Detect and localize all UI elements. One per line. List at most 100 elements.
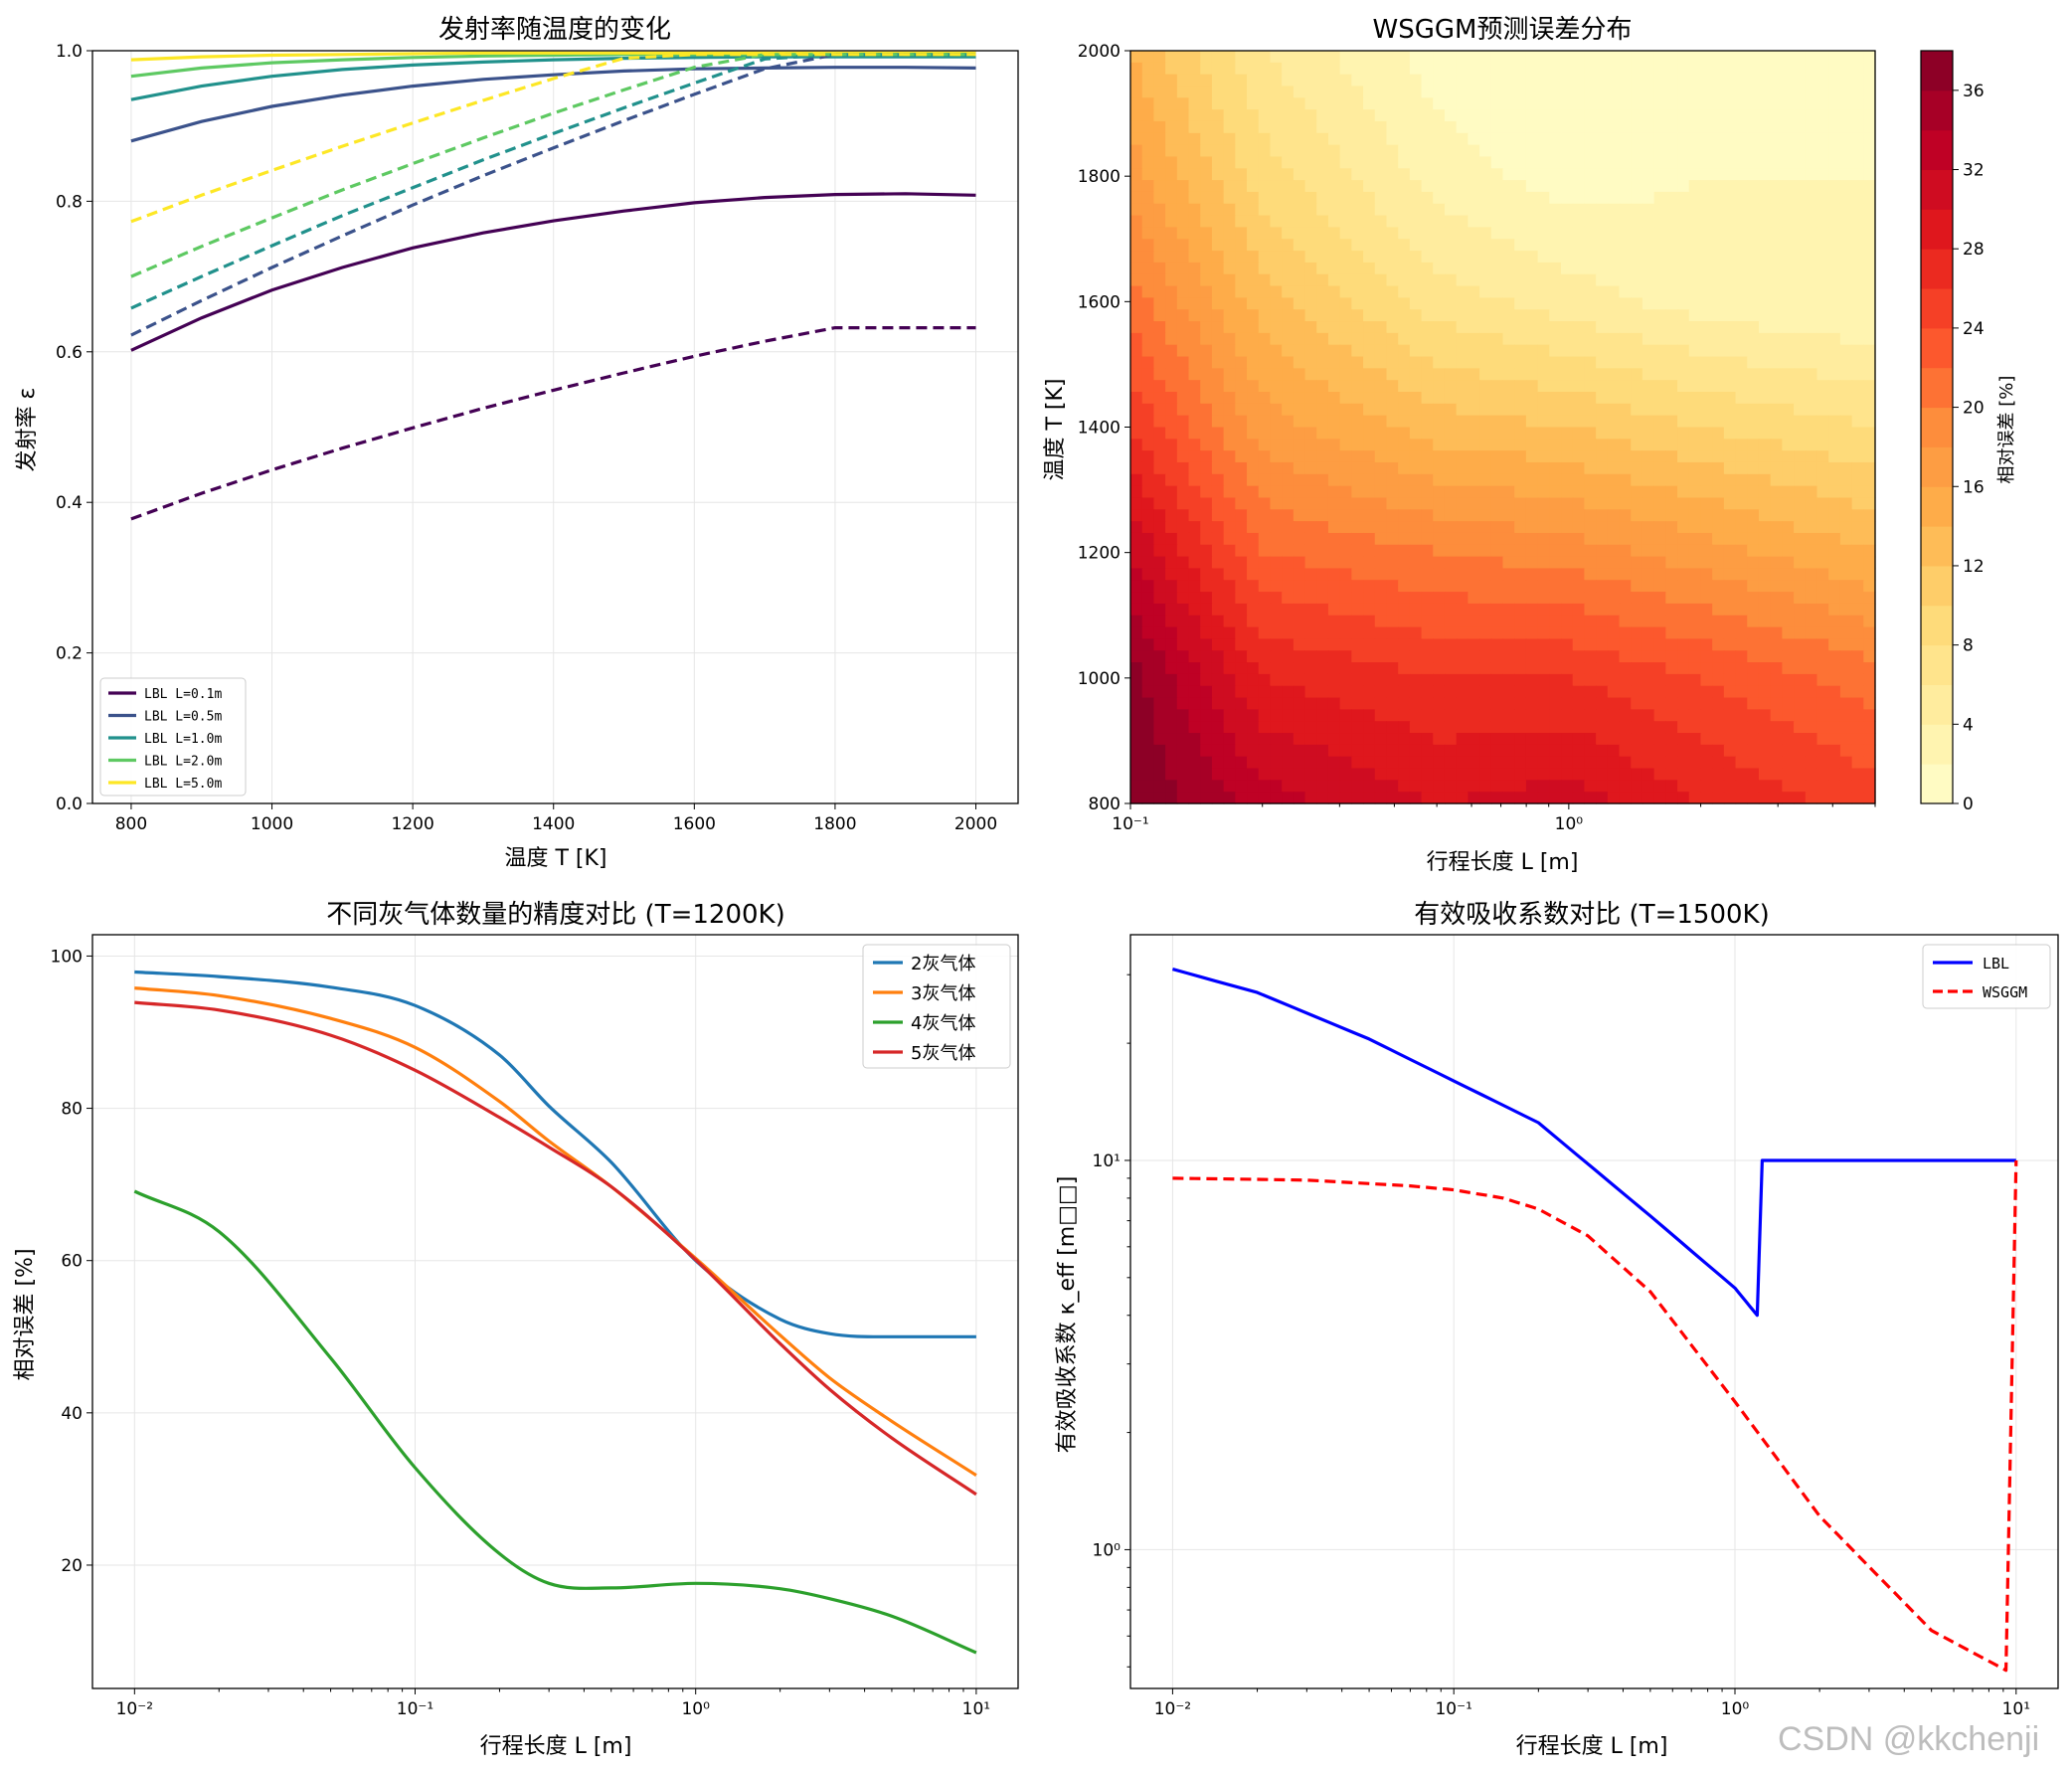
heatmap-cell: [1200, 780, 1213, 793]
heatmap-cell: [1479, 733, 1492, 746]
heatmap-cell: [1409, 297, 1423, 310]
heatmap-cell: [1386, 239, 1399, 252]
heatmap-cell: [1712, 273, 1725, 287]
heatmap-cell: [1374, 603, 1388, 617]
heatmap-cell: [1561, 439, 1574, 451]
heatmap-cell: [1165, 332, 1178, 346]
heatmap-cell: [1572, 521, 1586, 534]
heatmap-cell: [1374, 733, 1388, 746]
heatmap-cell: [1839, 615, 1853, 628]
heatmap-cell: [1723, 756, 1737, 770]
heatmap-cell: [1607, 650, 1621, 663]
heatmap-cell: [1805, 109, 1818, 122]
heatmap-cell: [1572, 792, 1586, 804]
heatmap-cell: [1339, 180, 1352, 193]
heatmap-cell: [1247, 756, 1260, 770]
heatmap-cell: [1153, 744, 1166, 758]
heatmap-cell: [1351, 592, 1364, 605]
heatmap-cell: [1619, 673, 1632, 687]
heatmap-cell: [1631, 74, 1643, 88]
heatmap-cell: [1770, 285, 1783, 298]
heatmap-cell: [1444, 638, 1458, 651]
heatmap-cell: [1653, 109, 1666, 122]
heatmap-cell: [1479, 673, 1492, 687]
heatmap-cell: [1398, 733, 1411, 746]
heatmap-cell: [1688, 227, 1702, 240]
y-tick-label: 0.0: [56, 795, 83, 814]
legend-label: 4灰气体: [911, 1013, 975, 1034]
heatmap-cell: [1444, 756, 1458, 770]
heatmap-cell: [1770, 392, 1783, 405]
heatmap-cell: [1794, 768, 1807, 781]
heatmap-cell: [1444, 521, 1458, 534]
heatmap-cell: [1351, 191, 1364, 205]
heatmap-cell: [1758, 721, 1772, 734]
heatmap-cell: [1386, 356, 1399, 369]
heatmap-cell: [1374, 156, 1388, 169]
heatmap-cell: [1386, 120, 1399, 134]
heatmap-cell: [1596, 227, 1609, 240]
heatmap-cell: [1688, 297, 1702, 310]
heatmap-cell: [1584, 203, 1597, 217]
heatmap-cell: [1351, 733, 1364, 746]
heatmap-cell: [1561, 392, 1574, 405]
heatmap-cell: [1211, 332, 1225, 346]
heatmap-cell: [1153, 485, 1166, 499]
heatmap-cell: [1176, 285, 1190, 298]
heatmap-cell: [1409, 392, 1423, 405]
heatmap-cell: [1572, 168, 1586, 181]
heatmap-cell: [1596, 638, 1609, 651]
heatmap-cell: [1816, 227, 1829, 240]
heatmap-cell: [1398, 273, 1411, 287]
heatmap-cell: [1363, 461, 1376, 475]
heatmap-cell: [1258, 556, 1272, 570]
heatmap-cell: [1607, 415, 1621, 429]
heatmap-cell: [1525, 473, 1539, 487]
heatmap-cell: [1316, 532, 1329, 546]
heatmap-cell: [1409, 109, 1423, 122]
heatmap-cell: [1223, 509, 1236, 522]
heatmap-cell: [1839, 120, 1853, 134]
heatmap-cell: [1211, 427, 1225, 440]
heatmap-cell: [1247, 497, 1260, 510]
heatmap-cell: [1653, 439, 1666, 451]
heatmap-cell: [1433, 203, 1446, 217]
heatmap-cell: [1339, 309, 1352, 322]
heatmap-cell: [1607, 427, 1621, 440]
heatmap-cell: [1223, 415, 1236, 429]
x-tick-label: 10¹: [962, 1699, 990, 1719]
heatmap-cell: [1537, 273, 1550, 287]
heatmap-cell: [1665, 685, 1678, 699]
heatmap-cell: [1770, 673, 1783, 687]
heatmap-cell: [1770, 638, 1783, 651]
heatmap-cell: [1490, 709, 1504, 722]
heatmap-cell: [1141, 638, 1154, 651]
heatmap-cell: [1863, 239, 1876, 252]
heatmap-cell: [1561, 673, 1574, 687]
heatmap-cell: [1409, 532, 1423, 546]
heatmap-cell: [1479, 132, 1492, 146]
heatmap-cell: [1525, 427, 1539, 440]
heatmap-cell: [1794, 74, 1807, 88]
heatmap-cell: [1700, 521, 1713, 534]
heatmap-cell: [1665, 792, 1678, 804]
heatmap-cell: [1549, 168, 1562, 181]
heatmap-cell: [1747, 251, 1760, 264]
heatmap-cell: [1816, 215, 1829, 229]
heatmap-cell: [1386, 109, 1399, 122]
heatmap-cell: [1688, 285, 1702, 298]
heatmap-cell: [1665, 215, 1678, 229]
heatmap-cell: [1188, 168, 1201, 181]
heatmap-cell: [1479, 450, 1492, 463]
heatmap-cell: [1130, 86, 1143, 98]
heatmap-cell: [1851, 403, 1864, 417]
heatmap-cell: [1723, 180, 1737, 193]
heatmap-cell: [1176, 427, 1190, 440]
heatmap-cell: [1839, 673, 1853, 687]
heatmap-cell: [1409, 356, 1423, 369]
heatmap-cell: [1327, 568, 1341, 581]
heatmap-cell: [1374, 86, 1388, 98]
heatmap-cell: [1141, 580, 1154, 593]
heatmap-cell: [1468, 215, 1480, 229]
heatmap-cell: [1735, 485, 1748, 499]
